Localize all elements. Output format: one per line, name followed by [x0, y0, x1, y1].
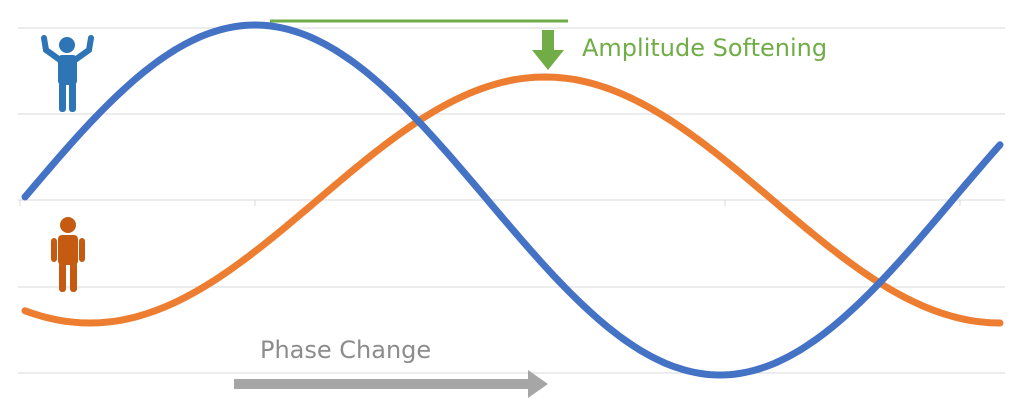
phase-arrow	[234, 370, 548, 398]
energetic-person-icon	[41, 35, 94, 112]
blue-wave	[21, 21, 1004, 379]
amplitude-label: Amplitude Softening	[582, 34, 827, 62]
amplitude-arrow	[532, 30, 564, 70]
tired-person-icon	[51, 217, 85, 292]
orange-wave	[21, 73, 1004, 327]
phase-label: Phase Change	[260, 336, 431, 364]
grid	[18, 27, 1005, 374]
